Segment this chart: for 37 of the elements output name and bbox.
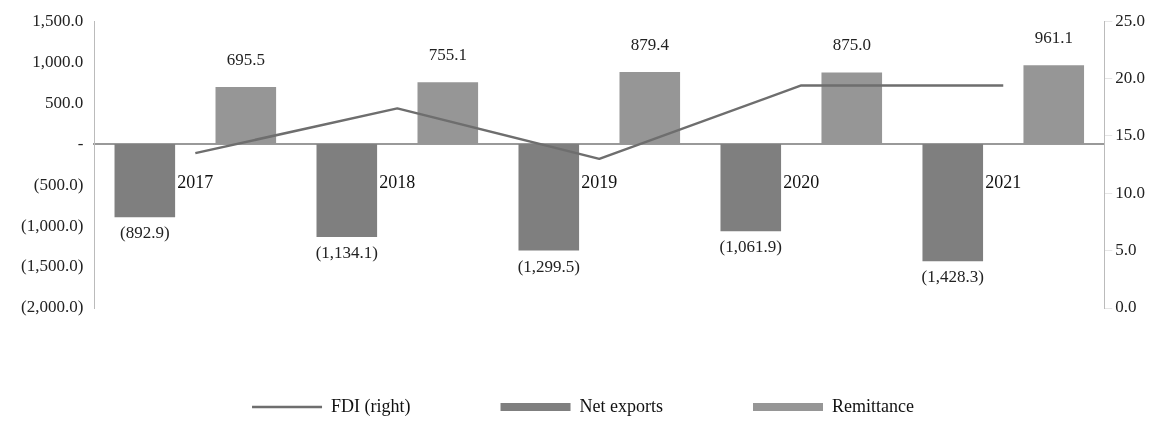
y-tick-label: (1,500.0): [20, 256, 84, 276]
bar: [114, 144, 176, 218]
y-tick-label: 500.0: [45, 92, 84, 112]
data-label: 879.4: [630, 35, 670, 55]
data-label: 875.0: [832, 35, 871, 55]
y2-tick-label: 15.0: [1115, 125, 1145, 145]
legend-label: FDI (right): [331, 395, 411, 417]
x-tick-label: 2019: [581, 171, 618, 192]
x-tick-label: 2020: [783, 171, 820, 192]
y2-tick-label: 20.0: [1115, 68, 1145, 88]
bar: [518, 144, 580, 251]
data-label: 695.5: [226, 50, 265, 70]
y-tick-label: (2,000.0): [20, 297, 84, 317]
data-label: (1,299.5): [517, 256, 580, 276]
bar: [316, 144, 378, 238]
data-label: 961.1: [1034, 28, 1073, 48]
x-tick-label: 2021: [985, 171, 1022, 192]
legend-label: Net exports: [579, 395, 664, 416]
y-tick-label: (500.0): [33, 174, 84, 194]
bar: [720, 144, 782, 232]
y2-tick-label: 10.0: [1115, 182, 1145, 202]
x-tick-label: 2018: [379, 171, 416, 192]
y2-tick-label: 25.0: [1115, 10, 1145, 30]
data-label: (1,428.3): [921, 267, 984, 287]
x-tick-label: 2017: [177, 171, 214, 192]
y-tick-label: 1,000.0: [32, 51, 84, 71]
data-label: (1,134.1): [315, 243, 378, 263]
data-label: (892.9): [120, 223, 170, 243]
y2-tick-label: 5.0: [1115, 240, 1137, 260]
data-label: 755.1: [428, 45, 467, 65]
legend-label: Remittance: [832, 395, 914, 416]
y2-tick-label: 0.0: [1115, 297, 1137, 317]
y-tick-label: (1,000.0): [20, 215, 84, 235]
bar: [922, 144, 984, 262]
y-tick-label: -: [77, 133, 84, 153]
y-tick-label: 1,500.0: [32, 10, 84, 30]
data-label: (1,061.9): [719, 237, 782, 257]
